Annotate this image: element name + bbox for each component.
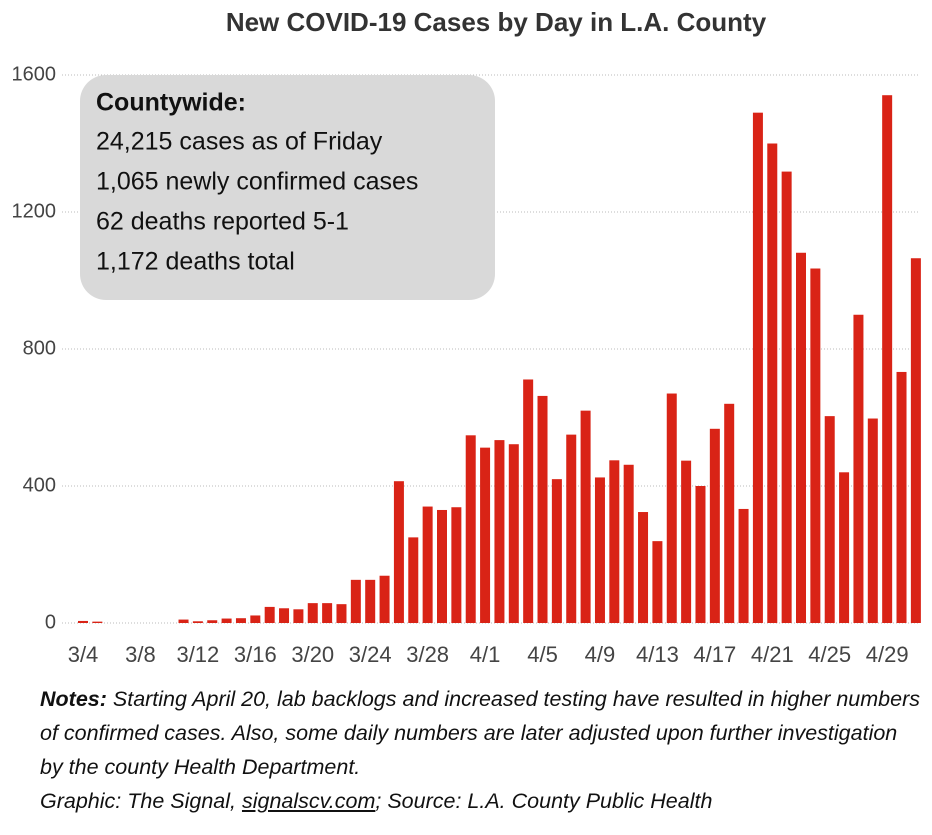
bar [724,403,735,623]
notes-text: Notes: Starting April 20, lab backlogs a… [40,682,920,784]
bar [810,268,821,623]
y-tick-label: 0 [45,611,56,633]
bar [767,143,778,623]
bar [666,393,677,623]
bar [752,112,763,624]
bar [623,464,634,623]
bar [365,579,376,623]
bar [451,507,462,623]
bar [279,608,290,623]
bar [293,609,304,623]
annotation-line: 1,065 newly confirmed cases [96,168,418,196]
bar [322,603,333,623]
x-tick-label: 3/16 [234,642,277,667]
bar [178,619,189,623]
bar [192,621,203,623]
bar [408,537,419,623]
bar [537,395,548,623]
bar [638,512,649,623]
bar [709,428,720,623]
grid: 0 400 800 1200 1600 3/4 3/8 3/12 3/16 3/20 3/24 3/2… [12,63,920,667]
bar [609,460,620,623]
x-tick-label: 3/4 [68,642,99,667]
bar [882,95,893,623]
bar [494,440,505,623]
annotation-line: 24,215 cases as of Friday [96,128,383,156]
bar [336,604,347,623]
bar [594,477,605,623]
x-tick-label: 4/17 [693,642,736,667]
bar [221,618,232,623]
y-tick-label: 400 [23,474,56,496]
credit: Graphic: The Signal, signalscv.com; Sour… [40,784,920,818]
notes-label: Notes: [40,687,107,711]
x-tick-label: 4/9 [585,642,616,667]
bar [235,618,246,623]
bar [379,575,390,623]
x-tick-label: 3/28 [406,642,449,667]
x-tick-label: 4/1 [470,642,501,667]
bar [393,481,404,623]
x-tick-label: 3/20 [291,642,334,667]
bar [839,472,850,623]
bar [896,371,907,623]
annotation-title: Countywide: [96,89,246,117]
x-tick-label: 3/8 [125,642,156,667]
x-tick-label: 3/24 [349,642,392,667]
bar [465,435,476,623]
bar [738,508,749,623]
x-tick-label: 3/12 [176,642,219,667]
bar [250,615,261,623]
bar [580,410,591,623]
bar [551,479,562,623]
annotation-line: 1,172 deaths total [96,248,295,276]
bar [480,447,491,623]
bar [207,620,218,623]
x-tick-label: 4/25 [808,642,851,667]
bar [508,444,519,623]
bars [78,95,921,624]
x-tick-label: 4/21 [751,642,794,667]
notes: Notes: Starting April 20, lab backlogs a… [40,682,920,818]
bar [781,171,792,623]
bar [264,606,275,623]
chart: New COVID-19 Cases by Day in L.A. County… [12,7,921,667]
bar [681,460,692,623]
bar [78,620,88,623]
bar [422,506,433,623]
x-tick-label: 4/13 [636,642,679,667]
bar [437,509,447,623]
bar [307,603,318,623]
bar [824,416,835,623]
bar [566,434,577,623]
y-tick-label: 1600 [12,63,57,85]
bar [910,258,921,623]
chart-title: New COVID-19 Cases by Day in L.A. County [226,7,767,37]
bar [695,486,706,623]
annotation-box [80,75,495,300]
bar [796,252,806,623]
credit-source: ; Source: L.A. County Public Health [375,789,713,813]
notes-body: Starting April 20, lab backlogs and incr… [40,687,921,779]
y-tick-label: 800 [23,337,56,359]
bar [92,621,103,623]
credit-link[interactable]: signalscv.com [241,789,376,813]
bar [853,314,864,623]
x-tick-label: 4/29 [866,642,909,667]
annotation-line: 62 deaths reported 5-1 [96,208,349,236]
annotation: Countywide: 24,215 cases as of Friday 1,0… [80,75,495,300]
bar [523,379,534,623]
credit-prefix: Graphic: The Signal, [40,789,242,813]
bar [867,418,878,623]
y-tick-label: 1200 [12,200,57,222]
bar [652,541,663,623]
bar [350,579,361,623]
x-tick-label: 4/5 [527,642,558,667]
